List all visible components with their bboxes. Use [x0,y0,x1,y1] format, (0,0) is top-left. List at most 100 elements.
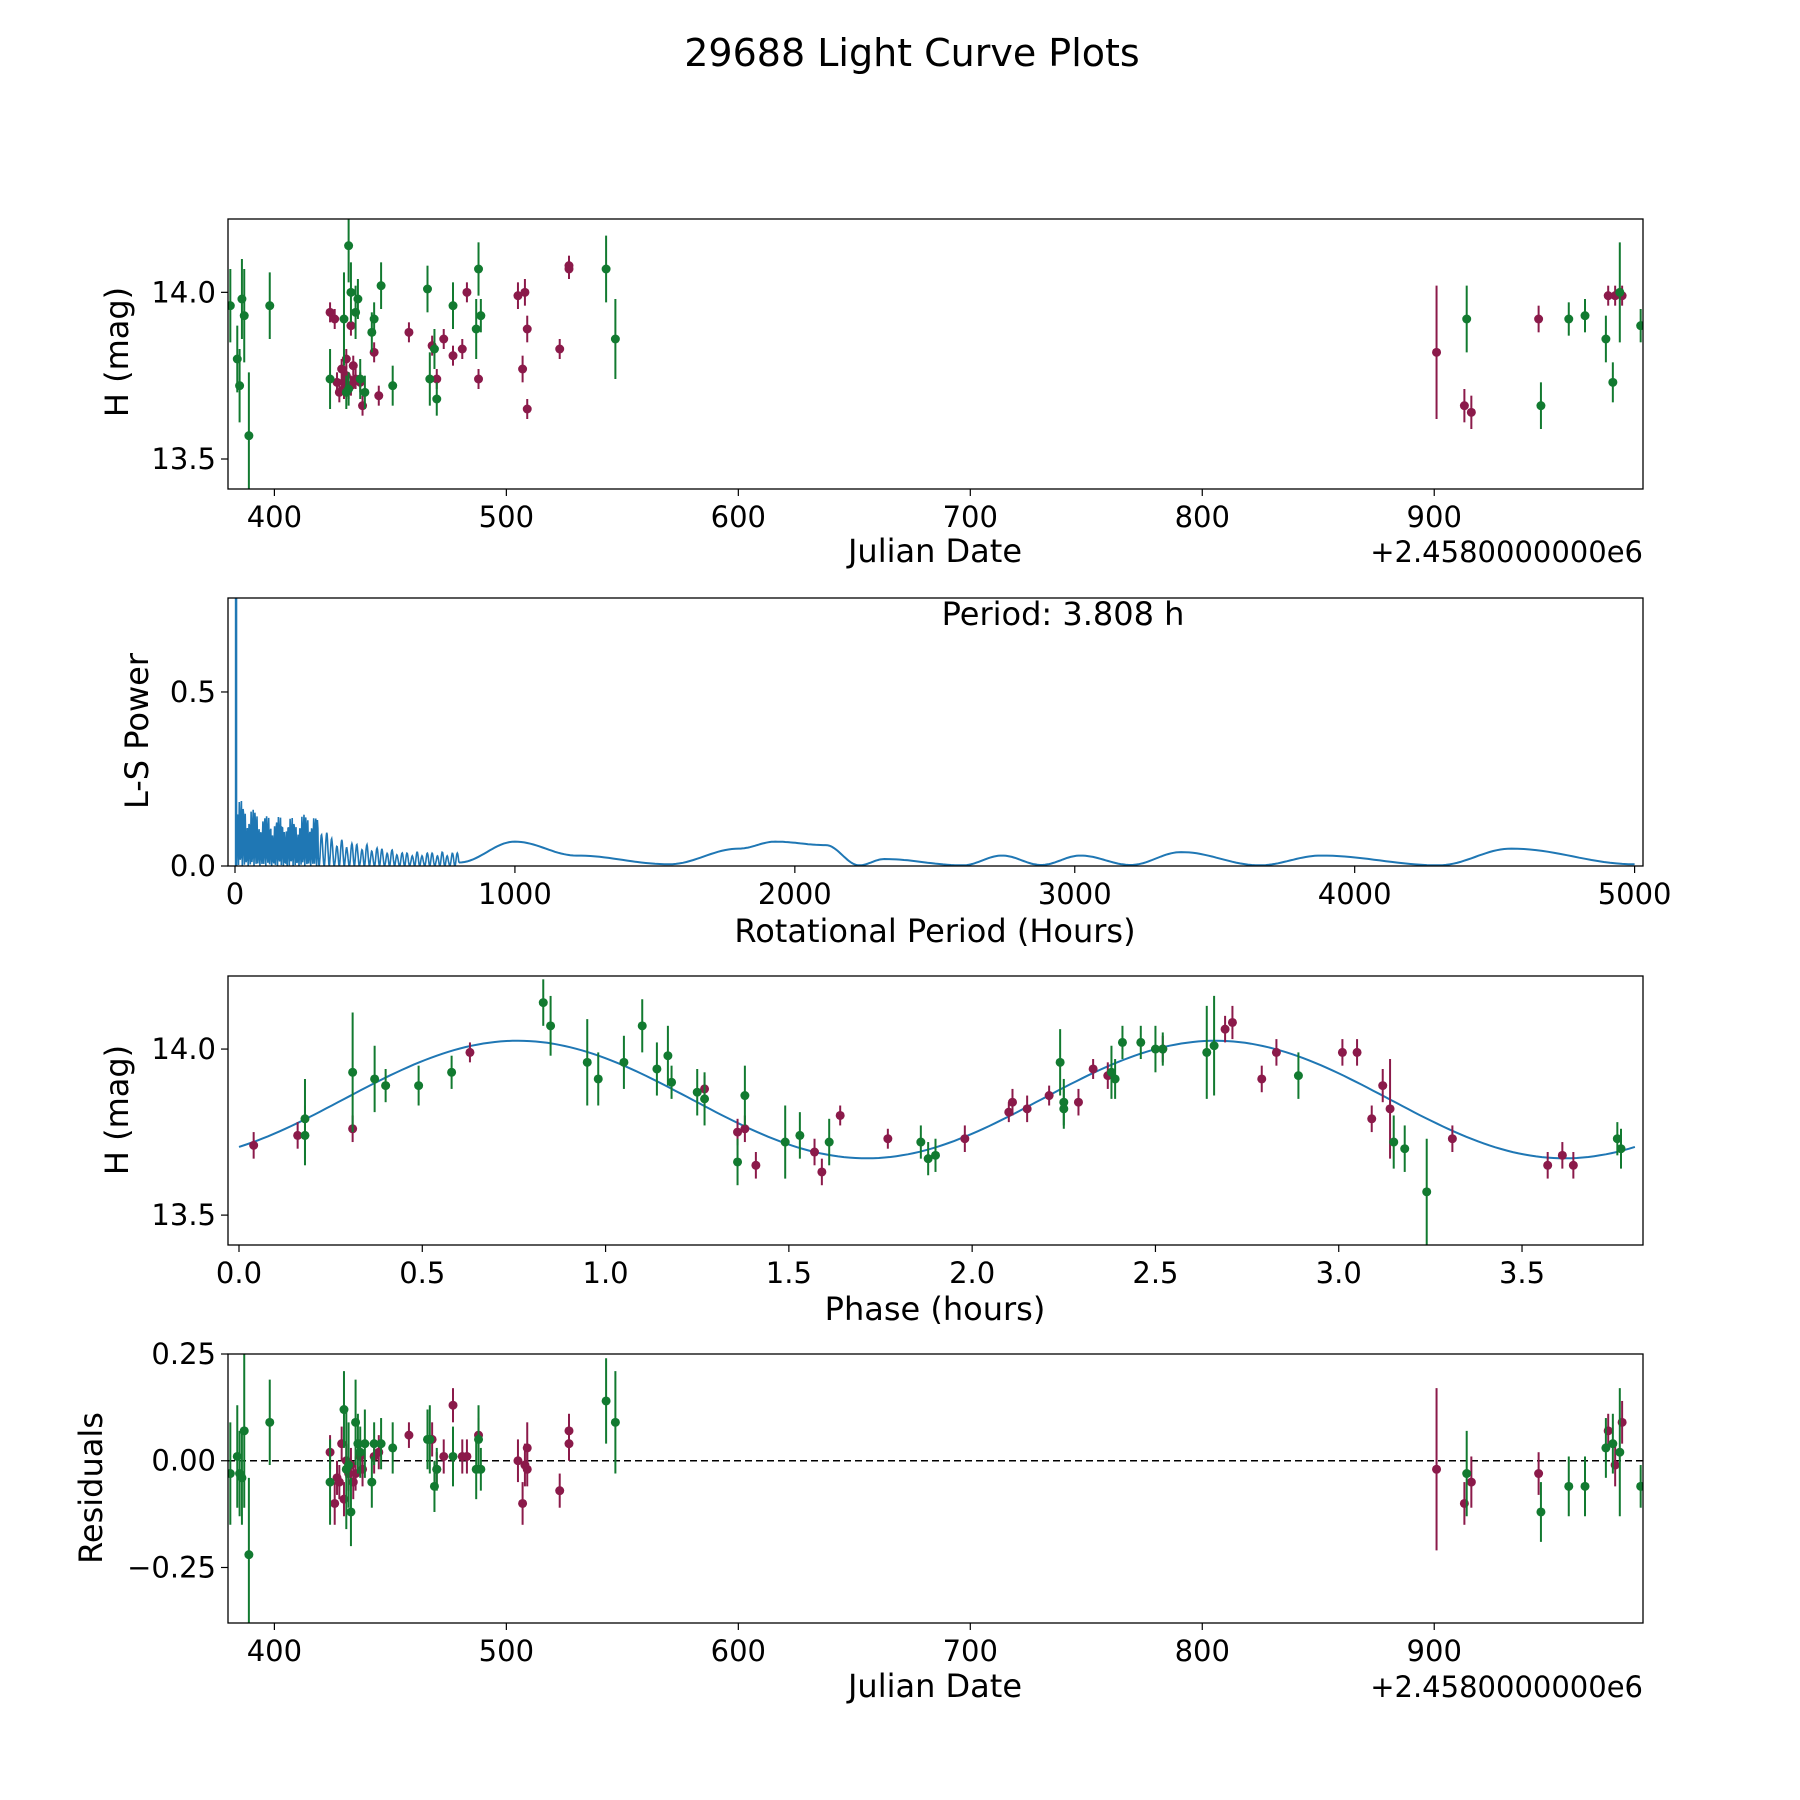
phase-data-point [447,1067,457,1077]
res-data-point [1536,1507,1546,1517]
lc-data-point [1601,334,1611,344]
phase-xtick-label: 3.5 [1499,1256,1545,1290]
res-ytick-label: −0.25 [127,1550,216,1584]
ls-xtick-label: 1000 [478,877,552,911]
phase-data-point [817,1167,827,1177]
phase-data-point [300,1130,310,1140]
phase-data-point [1293,1071,1303,1081]
phase-data-point [1616,1144,1626,1154]
phase-data-point [1352,1047,1362,1057]
res-data-point [388,1443,398,1453]
ls-xtick-label: 4000 [1318,877,1392,911]
lc-x-offset: +2.4580000000e6 [1370,535,1643,569]
phase-data-point [1022,1104,1032,1114]
lc-data-point [1636,321,1643,331]
res-data-point [367,1477,377,1487]
phase-data-point [1059,1104,1069,1114]
phase-axes-frame [227,975,1644,1246]
lc-data-point [425,374,435,384]
res-data-point [325,1477,335,1487]
lc-data-point [1564,314,1574,324]
lc-data-point [1615,287,1625,297]
phase-data-point [1385,1104,1395,1114]
phase-data-point [700,1094,710,1104]
phase-data-point [582,1057,592,1067]
phase-data-point [1106,1067,1116,1077]
phase-data-point [1557,1150,1567,1160]
res-data-point [601,1396,611,1406]
phase-data-point [1150,1044,1160,1054]
res-data-point [1601,1443,1611,1453]
lc-data-point [325,374,335,384]
res-xtick-label: 600 [711,1634,766,1668]
ls-xtick-label: 2000 [758,877,832,911]
phase-data-layer [238,979,1636,1245]
phase-data-point [1422,1187,1432,1197]
lc-data-point [564,264,574,274]
lc-data-point [476,311,486,321]
res-data-point [346,1507,356,1517]
phase-data-point [1367,1114,1377,1124]
lc-xtick-label: 400 [247,500,302,534]
phase-data-point [1378,1081,1388,1091]
res-data-point [1462,1469,1472,1479]
phase-data-point [960,1134,970,1144]
phase-xtick-label: 2.5 [1132,1256,1178,1290]
lc-xtick-label: 800 [1175,500,1230,534]
res-data-point [474,1434,484,1444]
lc-data-point [1459,401,1469,411]
res-data-point [355,1447,365,1457]
res-data-point [1580,1481,1590,1491]
lc-data-point [513,291,523,301]
periodogram-noise-band [235,800,460,866]
phase-data-point [740,1124,750,1134]
res-axes-frame [227,1353,1644,1624]
lc-data-point [1536,401,1546,411]
res-data-point [360,1439,370,1449]
res-data-point [265,1417,275,1427]
ls-ylabel: L-S Power [118,652,156,809]
res-data-point [518,1498,528,1508]
phase-data-point [1400,1144,1410,1154]
lc-data-point [522,404,532,414]
lc-data-point [346,287,356,297]
lc-data-point [1608,377,1618,387]
lc-data-layer [228,219,1643,489]
ls-xtick-label: 3000 [1038,877,1112,911]
lc-data-point [353,294,363,304]
phase-data-point [1073,1097,1083,1107]
lc-data-point [239,311,249,321]
phase-data-point [1220,1024,1230,1034]
phase-data-point [883,1134,893,1144]
res-data-point [228,1469,235,1479]
phase-data-point [1543,1160,1553,1170]
ls-axes-frame [227,597,1644,867]
phase-data-point [293,1130,303,1140]
lc-data-point [462,287,472,297]
figure-title: 29688 Light Curve Plots [684,31,1139,75]
phase-data-point [923,1154,933,1164]
res-data-point [1466,1477,1476,1487]
res-data-point [462,1451,472,1461]
residuals-panel: Residuals Julian Date +2.4580000000e6 40… [72,1337,1644,1705]
res-ylabel: Residuals [72,1412,110,1564]
phase-ylabel: H (mag) [98,1045,136,1175]
phase-data-point [637,1021,647,1031]
ls-ytick-label: 0.0 [170,849,216,883]
res-data-point [1534,1469,1544,1479]
lc-xtick-label: 700 [943,500,998,534]
res-data-point [555,1486,565,1496]
res-data-point [369,1439,379,1449]
phase-data-point [1389,1137,1399,1147]
phase-xtick-label: 1.0 [583,1256,629,1290]
lc-ylabel: H (mag) [98,287,136,417]
lc-data-point [522,324,532,334]
res-data-point [244,1550,254,1560]
phase-data-point [916,1137,926,1147]
res-data-point [376,1439,386,1449]
phase-xtick-label: 2.0 [949,1256,995,1290]
lc-data-point [388,381,398,391]
lc-data-point [520,287,530,297]
phase-data-point [652,1064,662,1074]
